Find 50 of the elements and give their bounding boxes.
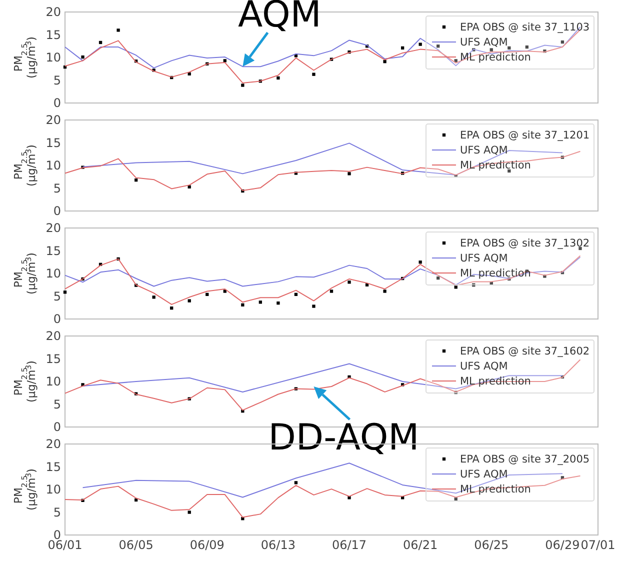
y-tick-label: 5	[53, 289, 61, 304]
legend-label: ML prediction	[460, 268, 531, 280]
x-tick-label: 06/13	[260, 538, 296, 552]
x-tick-label: 06/09	[190, 538, 224, 552]
y-tick-label: 5	[53, 73, 61, 88]
y-tick-label: 20	[46, 221, 61, 236]
y-tick-label: 0	[53, 312, 61, 326]
legend-label: UFS AQM	[460, 252, 508, 265]
legend-label: ML prediction	[460, 484, 531, 496]
y-tick-label: 15	[46, 244, 61, 258]
x-tick-label: 06/05	[118, 538, 154, 552]
y-tick-label: 15	[46, 28, 61, 42]
y-tick-label: 10	[46, 374, 61, 389]
legend-label: EPA OBS @ site 37_2005	[460, 454, 590, 466]
legend-label: UFS AQM	[460, 468, 508, 481]
legend-label: EPA OBS @ site 37_1201	[460, 130, 590, 142]
y-tick-label: 10	[46, 50, 61, 65]
legend-label: UFS AQM	[460, 36, 508, 49]
x-tick-label: 06/25	[474, 538, 509, 552]
y-tick-label: 0	[53, 96, 61, 110]
legend-label: UFS AQM	[460, 360, 508, 373]
annotation: DD-AQM	[268, 418, 420, 459]
annotation: AQM	[238, 0, 322, 36]
y-tick-label: 20	[46, 329, 61, 344]
x-tick-label: 06/01	[48, 538, 82, 552]
y-tick-label: 20	[46, 113, 61, 128]
y-tick-label: 20	[46, 437, 61, 452]
y-tick-label: 5	[53, 505, 61, 520]
y-tick-label: 15	[46, 460, 61, 474]
legend-label: ML prediction	[460, 160, 531, 172]
x-tick-label: 07/01	[580, 538, 616, 552]
legend-label: EPA OBS @ site 37_1602	[460, 346, 590, 358]
y-tick-label: 0	[53, 420, 61, 434]
x-tick-label: 06/29	[545, 538, 580, 552]
y-tick-label: 10	[46, 482, 61, 497]
y-tick-label: 20	[46, 5, 61, 20]
y-tick-label: 15	[46, 136, 61, 150]
y-tick-label: 0	[53, 204, 61, 218]
y-tick-label: 15	[46, 352, 61, 366]
legend-label: ML prediction	[460, 376, 531, 388]
legend-label: ML prediction	[460, 52, 531, 64]
x-tick-label: 06/21	[403, 538, 438, 552]
y-tick-label: 10	[46, 266, 61, 281]
y-tick-label: 5	[53, 181, 61, 196]
legend-label: UFS AQM	[460, 144, 508, 157]
x-tick-label: 06/17	[332, 538, 367, 552]
legend-label: EPA OBS @ site 37_1302	[460, 238, 590, 250]
legend-label: EPA OBS @ site 37_1103	[460, 22, 590, 34]
y-tick-label: 5	[53, 397, 61, 412]
y-tick-label: 10	[46, 158, 61, 173]
